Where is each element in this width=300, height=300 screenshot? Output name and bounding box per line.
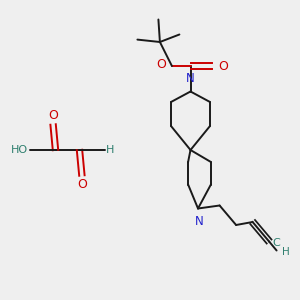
Text: HO: HO bbox=[11, 145, 28, 155]
Text: C: C bbox=[272, 238, 280, 248]
Text: N: N bbox=[194, 215, 203, 228]
Text: O: O bbox=[157, 58, 166, 71]
Text: O: O bbox=[48, 109, 58, 122]
Text: O: O bbox=[219, 59, 229, 73]
Text: H: H bbox=[106, 145, 114, 155]
Text: N: N bbox=[186, 72, 195, 85]
Text: O: O bbox=[77, 178, 87, 191]
Text: H: H bbox=[282, 247, 290, 257]
